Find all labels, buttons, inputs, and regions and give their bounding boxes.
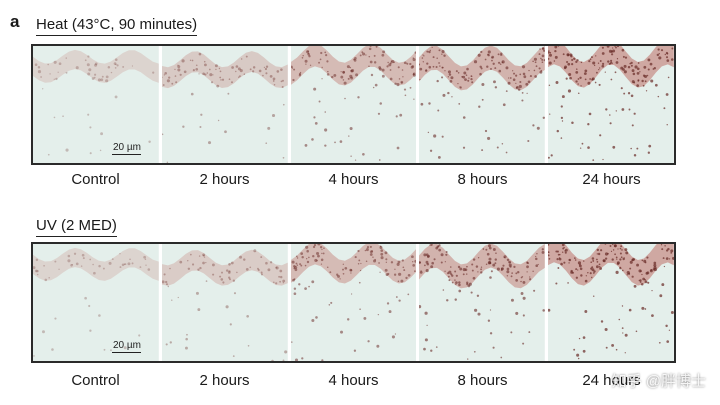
panel-letter: a <box>10 12 20 31</box>
label-2h: 2 hours <box>199 372 250 389</box>
section-title-heat: Heat (43°C, 90 minutes) <box>36 16 198 36</box>
micrograph-uv-8h <box>419 244 549 361</box>
micrograph-strip-heat: 20 µm <box>31 44 676 165</box>
micrograph-uv-4h <box>290 244 420 361</box>
tissue-image <box>419 46 546 163</box>
micrograph-heat-8h <box>419 46 549 163</box>
label-24h: 24 hours <box>582 171 641 188</box>
micrograph-heat-24h <box>548 46 674 163</box>
tissue-image <box>161 244 288 361</box>
label-8h: 8 hours <box>457 171 508 188</box>
label-control: Control <box>71 171 120 188</box>
label-4h: 4 hours <box>328 372 379 389</box>
micrograph-heat-control: 20 µm <box>33 46 162 163</box>
micrograph-strip-uv: 20 µm <box>31 242 676 363</box>
tissue-image <box>419 244 546 361</box>
tissue-image <box>33 46 159 163</box>
watermark: 知乎 @胖博士 <box>611 373 706 390</box>
label-control: Control <box>71 372 120 389</box>
tissue-image <box>548 244 674 361</box>
timepoint-labels-uv: Control 2 hours 4 hours 8 hours 24 hours <box>31 372 676 389</box>
label-2h: 2 hours <box>199 171 250 188</box>
scale-bar: 20 µm <box>112 340 141 353</box>
micrograph-heat-2h <box>161 46 291 163</box>
tissue-image <box>290 46 417 163</box>
section-title-uv: UV (2 MED) <box>36 217 117 237</box>
tissue-image <box>290 244 417 361</box>
timepoint-labels-heat: Control 2 hours 4 hours 8 hours 24 hours <box>31 171 676 188</box>
micrograph-uv-24h <box>548 244 674 361</box>
tissue-image <box>161 46 288 163</box>
micrograph-heat-4h <box>290 46 420 163</box>
label-8h: 8 hours <box>457 372 508 389</box>
tissue-image <box>548 46 674 163</box>
label-4h: 4 hours <box>328 171 379 188</box>
micrograph-uv-2h <box>161 244 291 361</box>
tissue-image <box>33 244 159 361</box>
micrograph-uv-control: 20 µm <box>33 244 162 361</box>
scale-bar: 20 µm <box>112 142 141 155</box>
label-24h: 24 hours <box>582 372 641 389</box>
